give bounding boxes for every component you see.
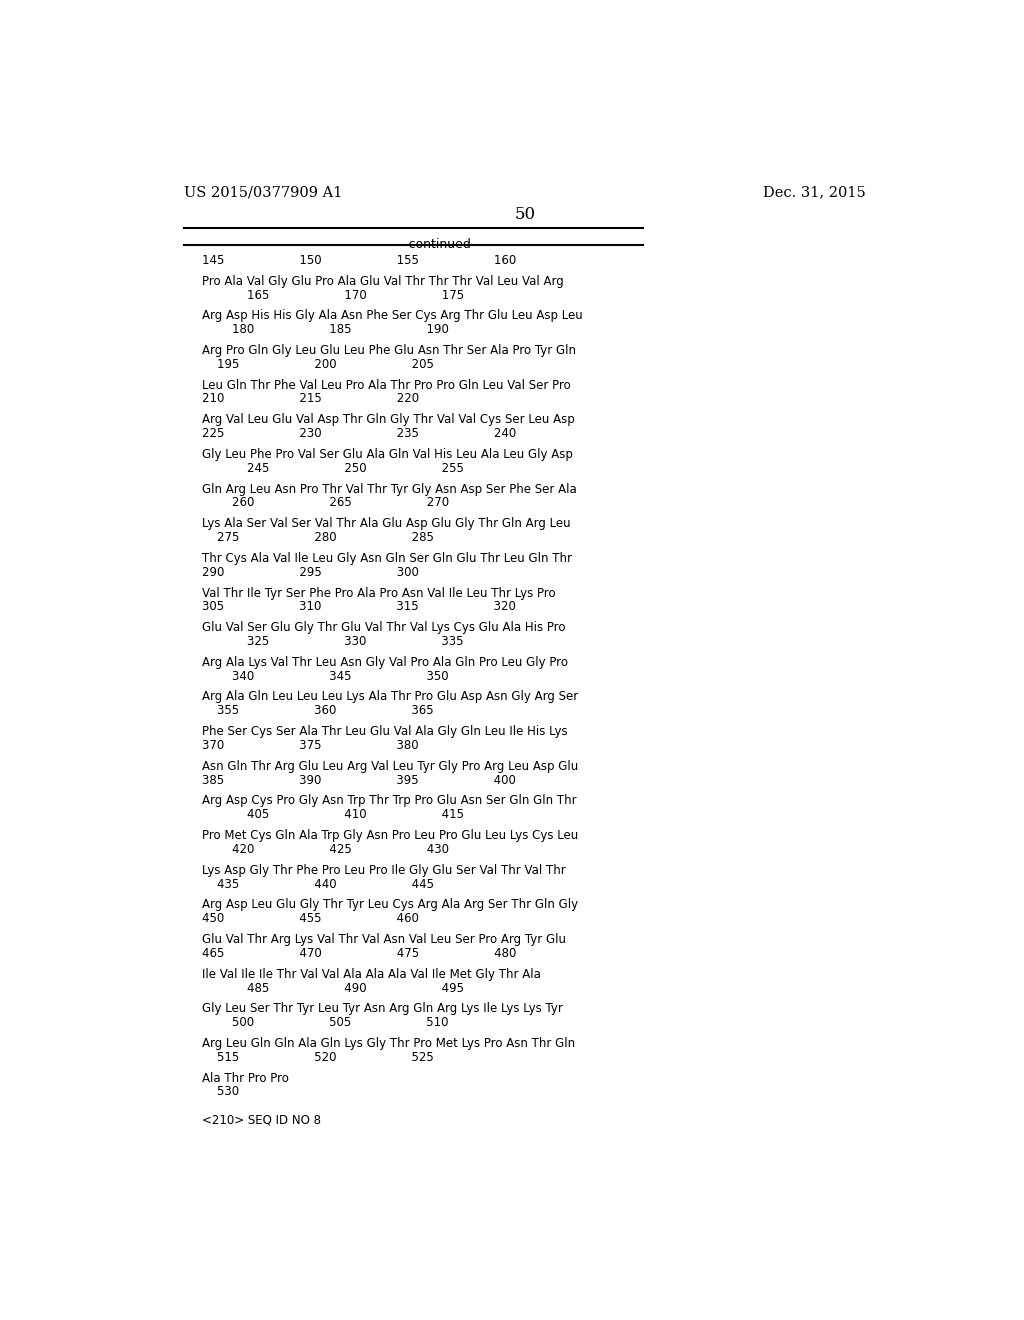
- Text: 145                    150                    155                    160: 145 150 155 160: [202, 253, 516, 267]
- Text: 275                    280                    285: 275 280 285: [202, 531, 433, 544]
- Text: 485                    490                    495: 485 490 495: [202, 982, 464, 994]
- Text: 340                    345                    350: 340 345 350: [202, 669, 449, 682]
- Text: 325                    330                    335: 325 330 335: [202, 635, 463, 648]
- Text: Pro Ala Val Gly Glu Pro Ala Glu Val Thr Thr Thr Val Leu Val Arg: Pro Ala Val Gly Glu Pro Ala Glu Val Thr …: [202, 275, 563, 288]
- Text: 420                    425                    430: 420 425 430: [202, 843, 449, 855]
- Text: Lys Ala Ser Val Ser Val Thr Ala Glu Asp Glu Gly Thr Gln Arg Leu: Lys Ala Ser Val Ser Val Thr Ala Glu Asp …: [202, 517, 570, 531]
- Text: Asn Gln Thr Arg Glu Leu Arg Val Leu Tyr Gly Pro Arg Leu Asp Glu: Asn Gln Thr Arg Glu Leu Arg Val Leu Tyr …: [202, 760, 578, 772]
- Text: Arg Leu Gln Gln Ala Gln Lys Gly Thr Pro Met Lys Pro Asn Thr Gln: Arg Leu Gln Gln Ala Gln Lys Gly Thr Pro …: [202, 1038, 574, 1049]
- Text: Gly Leu Ser Thr Tyr Leu Tyr Asn Arg Gln Arg Lys Ile Lys Lys Tyr: Gly Leu Ser Thr Tyr Leu Tyr Asn Arg Gln …: [202, 1002, 562, 1015]
- Text: Thr Cys Ala Val Ile Leu Gly Asn Gln Ser Gln Glu Thr Leu Gln Thr: Thr Cys Ala Val Ile Leu Gly Asn Gln Ser …: [202, 552, 571, 565]
- Text: 405                    410                    415: 405 410 415: [202, 808, 464, 821]
- Text: Arg Asp His His Gly Ala Asn Phe Ser Cys Arg Thr Glu Leu Asp Leu: Arg Asp His His Gly Ala Asn Phe Ser Cys …: [202, 309, 583, 322]
- Text: Glu Val Ser Glu Gly Thr Glu Val Thr Val Lys Cys Glu Ala His Pro: Glu Val Ser Glu Gly Thr Glu Val Thr Val …: [202, 622, 565, 634]
- Text: Glu Val Thr Arg Lys Val Thr Val Asn Val Leu Ser Pro Arg Tyr Glu: Glu Val Thr Arg Lys Val Thr Val Asn Val …: [202, 933, 565, 946]
- Text: 290                    295                    300: 290 295 300: [202, 566, 419, 578]
- Text: 465                    470                    475                    480: 465 470 475 480: [202, 946, 516, 960]
- Text: 50: 50: [514, 206, 536, 223]
- Text: 225                    230                    235                    240: 225 230 235 240: [202, 428, 516, 440]
- Text: Lys Asp Gly Thr Phe Pro Leu Pro Ile Gly Glu Ser Val Thr Val Thr: Lys Asp Gly Thr Phe Pro Leu Pro Ile Gly …: [202, 863, 565, 876]
- Text: <210> SEQ ID NO 8: <210> SEQ ID NO 8: [202, 1113, 321, 1126]
- Text: Pro Met Cys Gln Ala Trp Gly Asn Pro Leu Pro Glu Leu Lys Cys Leu: Pro Met Cys Gln Ala Trp Gly Asn Pro Leu …: [202, 829, 578, 842]
- Text: 435                    440                    445: 435 440 445: [202, 878, 433, 891]
- Text: Gly Leu Phe Pro Val Ser Glu Ala Gln Val His Leu Ala Leu Gly Asp: Gly Leu Phe Pro Val Ser Glu Ala Gln Val …: [202, 447, 572, 461]
- Text: 245                    250                    255: 245 250 255: [202, 462, 464, 475]
- Text: Dec. 31, 2015: Dec. 31, 2015: [763, 185, 866, 199]
- Text: Arg Ala Gln Leu Leu Leu Lys Ala Thr Pro Glu Asp Asn Gly Arg Ser: Arg Ala Gln Leu Leu Leu Lys Ala Thr Pro …: [202, 690, 578, 704]
- Text: Arg Ala Lys Val Thr Leu Asn Gly Val Pro Ala Gln Pro Leu Gly Pro: Arg Ala Lys Val Thr Leu Asn Gly Val Pro …: [202, 656, 567, 669]
- Text: Val Thr Ile Tyr Ser Phe Pro Ala Pro Asn Val Ile Leu Thr Lys Pro: Val Thr Ile Tyr Ser Phe Pro Ala Pro Asn …: [202, 586, 555, 599]
- Text: Arg Asp Cys Pro Gly Asn Trp Thr Trp Pro Glu Asn Ser Gln Gln Thr: Arg Asp Cys Pro Gly Asn Trp Thr Trp Pro …: [202, 795, 577, 808]
- Text: 530: 530: [202, 1085, 239, 1098]
- Text: 165                    170                    175: 165 170 175: [202, 289, 464, 301]
- Text: 195                    200                    205: 195 200 205: [202, 358, 433, 371]
- Text: -continued: -continued: [404, 238, 471, 251]
- Text: 210                    215                    220: 210 215 220: [202, 392, 419, 405]
- Text: 260                    265                    270: 260 265 270: [202, 496, 449, 510]
- Text: 500                    505                    510: 500 505 510: [202, 1016, 449, 1030]
- Text: Phe Ser Cys Ser Ala Thr Leu Glu Val Ala Gly Gln Leu Ile His Lys: Phe Ser Cys Ser Ala Thr Leu Glu Val Ala …: [202, 725, 567, 738]
- Text: 450                    455                    460: 450 455 460: [202, 912, 419, 925]
- Text: 515                    520                    525: 515 520 525: [202, 1051, 433, 1064]
- Text: Arg Pro Gln Gly Leu Glu Leu Phe Glu Asn Thr Ser Ala Pro Tyr Gln: Arg Pro Gln Gly Leu Glu Leu Phe Glu Asn …: [202, 345, 575, 356]
- Text: Leu Gln Thr Phe Val Leu Pro Ala Thr Pro Pro Gln Leu Val Ser Pro: Leu Gln Thr Phe Val Leu Pro Ala Thr Pro …: [202, 379, 570, 392]
- Text: Gln Arg Leu Asn Pro Thr Val Thr Tyr Gly Asn Asp Ser Phe Ser Ala: Gln Arg Leu Asn Pro Thr Val Thr Tyr Gly …: [202, 483, 577, 495]
- Text: Ile Val Ile Ile Thr Val Val Ala Ala Ala Val Ile Met Gly Thr Ala: Ile Val Ile Ile Thr Val Val Ala Ala Ala …: [202, 968, 541, 981]
- Text: 385                    390                    395                    400: 385 390 395 400: [202, 774, 515, 787]
- Text: US 2015/0377909 A1: US 2015/0377909 A1: [183, 185, 342, 199]
- Text: 370                    375                    380: 370 375 380: [202, 739, 418, 752]
- Text: Ala Thr Pro Pro: Ala Thr Pro Pro: [202, 1072, 289, 1085]
- Text: 355                    360                    365: 355 360 365: [202, 705, 433, 717]
- Text: Arg Asp Leu Glu Gly Thr Tyr Leu Cys Arg Ala Arg Ser Thr Gln Gly: Arg Asp Leu Glu Gly Thr Tyr Leu Cys Arg …: [202, 899, 578, 911]
- Text: 305                    310                    315                    320: 305 310 315 320: [202, 601, 515, 614]
- Text: Arg Val Leu Glu Val Asp Thr Gln Gly Thr Val Val Cys Ser Leu Asp: Arg Val Leu Glu Val Asp Thr Gln Gly Thr …: [202, 413, 574, 426]
- Text: 180                    185                    190: 180 185 190: [202, 323, 449, 337]
